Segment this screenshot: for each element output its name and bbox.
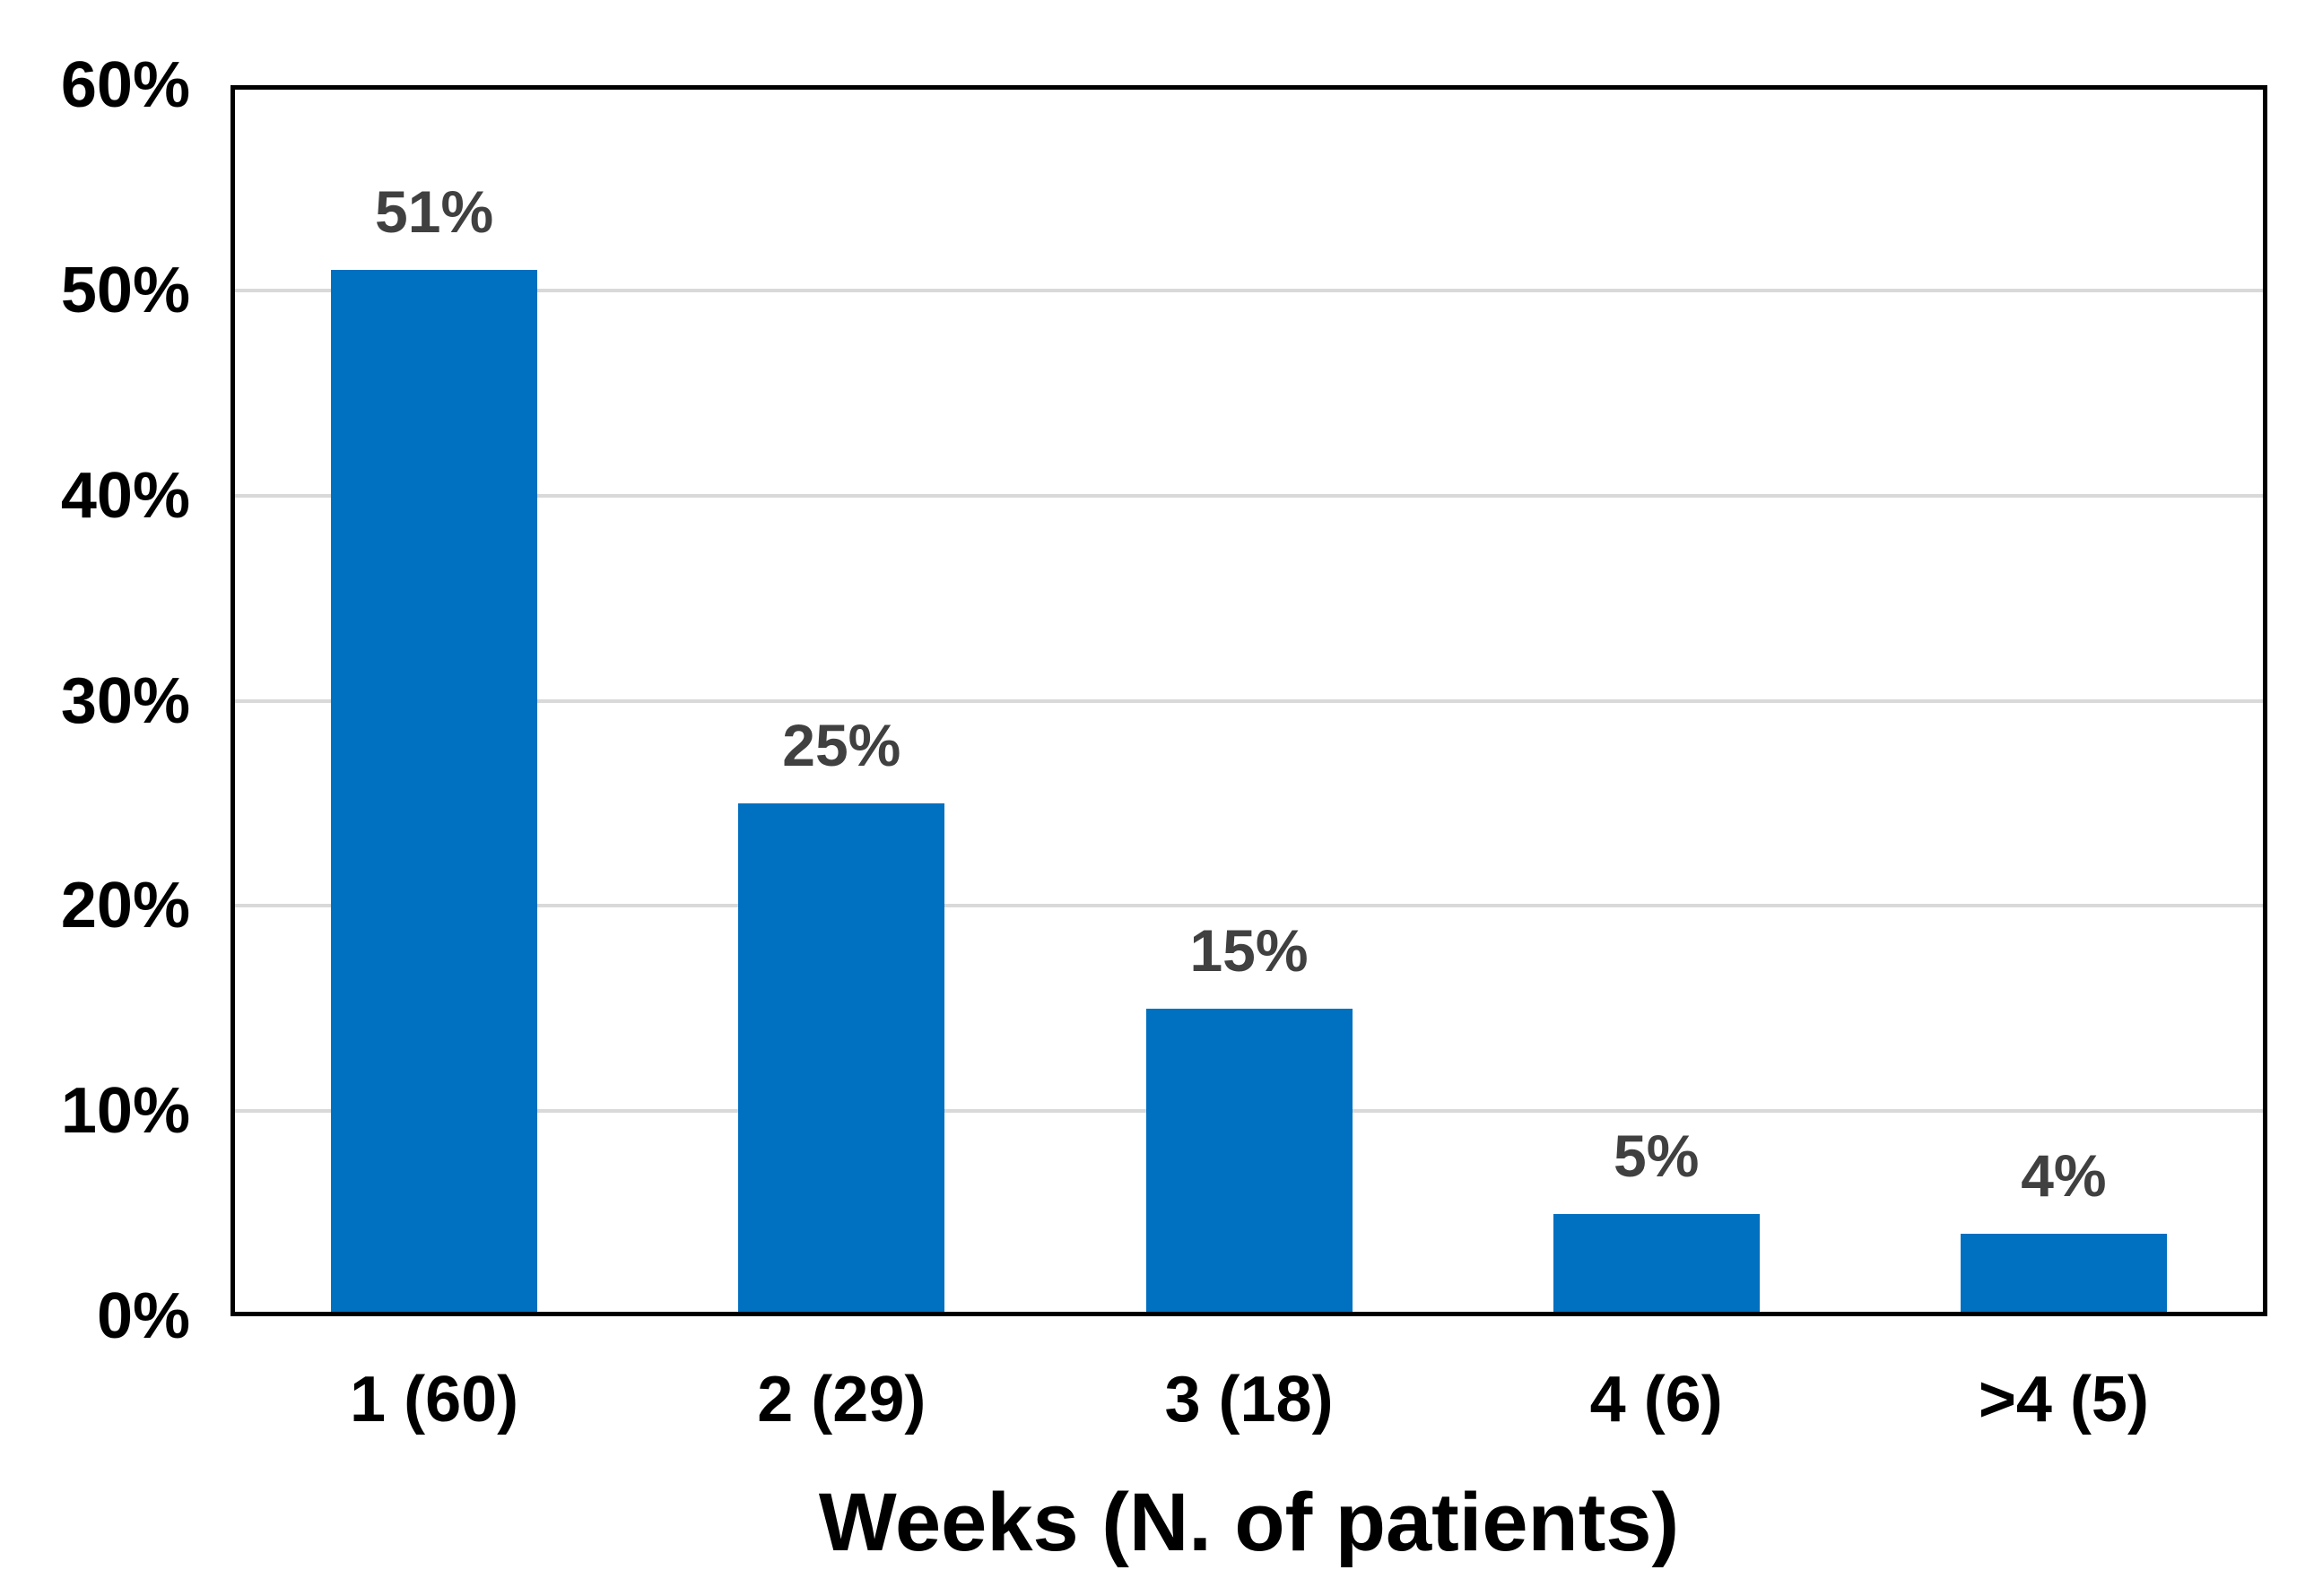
bar-value-label: 15% <box>1189 916 1309 984</box>
x-tick-label-4 (6): 4 (6) <box>1589 1364 1723 1436</box>
gridline-40 <box>231 493 2267 498</box>
y-tick-label-0%: 0% <box>96 1280 190 1352</box>
y-tick-label-10%: 10% <box>60 1075 190 1148</box>
plot-area: 51% 25% 15% 5% 4% <box>231 85 2267 1316</box>
x-tick-label-1 (60): 1 (60) <box>350 1364 519 1436</box>
bar-3 (18) <box>1145 1008 1353 1316</box>
bar->4 (5) <box>1960 1234 2167 1316</box>
y-tick-label-50%: 50% <box>60 254 190 326</box>
bar-4 (6) <box>1553 1213 1760 1316</box>
y-tick-label-40%: 40% <box>60 459 190 532</box>
bar-value-label: 25% <box>782 711 901 778</box>
bar-value-label: 4% <box>2021 1142 2107 1210</box>
y-tick-label-20%: 20% <box>60 870 190 942</box>
bar-2 (29) <box>738 802 945 1316</box>
y-tick-label-60%: 60% <box>60 49 190 121</box>
gridline-30 <box>231 698 2267 703</box>
y-tick-label-30%: 30% <box>60 664 190 737</box>
x-axis-title: Weeks (N. of patients) <box>818 1477 1680 1568</box>
gridline-50 <box>231 288 2267 292</box>
x-tick-label->4 (5): >4 (5) <box>1978 1364 2149 1436</box>
bar-value-label: 5% <box>1613 1122 1700 1189</box>
bar-1 (60) <box>331 269 538 1316</box>
x-tick-label-3 (18): 3 (18) <box>1164 1364 1334 1436</box>
x-tick-label-2 (29): 2 (29) <box>757 1364 926 1436</box>
gridline-20 <box>231 904 2267 908</box>
bar-value-label: 51% <box>375 178 494 245</box>
